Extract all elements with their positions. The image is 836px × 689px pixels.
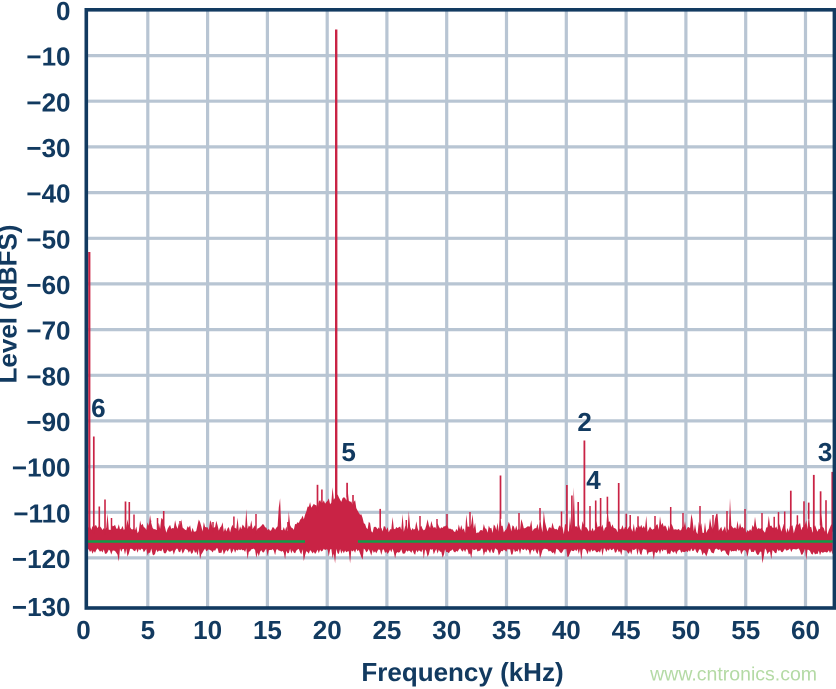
svg-text:0: 0 bbox=[76, 615, 90, 645]
svg-text:15: 15 bbox=[253, 615, 282, 645]
svg-text:10: 10 bbox=[193, 615, 222, 645]
svg-text:30: 30 bbox=[432, 615, 461, 645]
svg-text:−80: −80 bbox=[26, 361, 70, 391]
svg-text:−40: −40 bbox=[26, 179, 70, 209]
svg-text:60: 60 bbox=[791, 615, 820, 645]
svg-text:2: 2 bbox=[577, 407, 591, 437]
svg-text:6: 6 bbox=[91, 393, 105, 423]
svg-text:−100: −100 bbox=[12, 453, 71, 483]
svg-text:−30: −30 bbox=[26, 133, 70, 163]
svg-text:Level (dBFS): Level (dBFS) bbox=[0, 225, 23, 384]
svg-text:50: 50 bbox=[671, 615, 700, 645]
svg-text:www.cntronics.com: www.cntronics.com bbox=[649, 664, 817, 686]
svg-text:−90: −90 bbox=[26, 407, 70, 437]
svg-text:−110: −110 bbox=[13, 498, 70, 528]
svg-text:20: 20 bbox=[313, 615, 342, 645]
svg-text:−70: −70 bbox=[26, 316, 70, 346]
svg-text:40: 40 bbox=[552, 615, 581, 645]
svg-text:25: 25 bbox=[372, 615, 401, 645]
svg-text:0: 0 bbox=[56, 0, 70, 26]
svg-text:35: 35 bbox=[492, 615, 521, 645]
svg-text:5: 5 bbox=[341, 437, 355, 467]
svg-text:−130: −130 bbox=[12, 592, 71, 622]
svg-text:5: 5 bbox=[141, 615, 155, 645]
svg-text:4: 4 bbox=[586, 465, 601, 495]
svg-text:55: 55 bbox=[731, 615, 760, 645]
svg-text:−50: −50 bbox=[26, 224, 70, 254]
svg-text:Frequency (kHz): Frequency (kHz) bbox=[361, 657, 563, 687]
svg-text:−60: −60 bbox=[26, 270, 70, 300]
svg-text:3: 3 bbox=[818, 437, 832, 467]
svg-text:−20: −20 bbox=[26, 87, 70, 117]
svg-text:45: 45 bbox=[612, 615, 641, 645]
svg-text:−120: −120 bbox=[12, 544, 71, 574]
svg-text:−10: −10 bbox=[26, 42, 70, 72]
